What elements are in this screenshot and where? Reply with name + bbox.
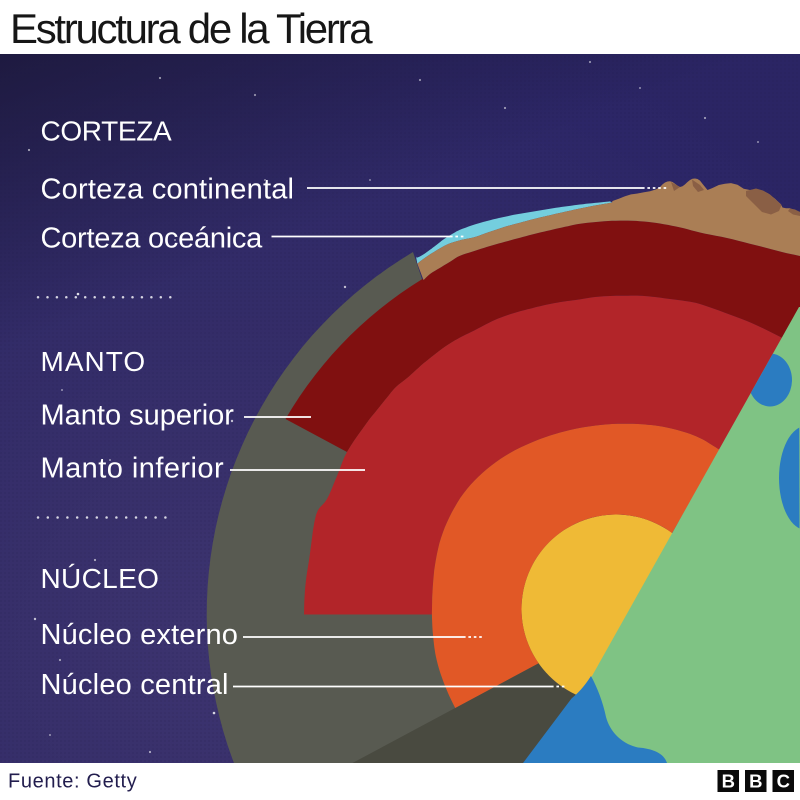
svg-text:NÚCLEO: NÚCLEO [41,563,160,594]
svg-text:C: C [777,771,790,792]
svg-text:Núcleo central: Núcleo central [41,669,229,701]
svg-text:CORTEZA: CORTEZA [41,116,172,147]
svg-text:Fuente: Getty: Fuente: Getty [8,771,137,793]
svg-text:MANTO: MANTO [41,346,147,377]
svg-text:Manto superior: Manto superior [41,400,235,432]
svg-text:Núcleo externo: Núcleo externo [41,619,239,651]
svg-text:Estructura de la Tierra: Estructura de la Tierra [10,5,373,52]
svg-text:B: B [722,771,735,792]
svg-text:Manto inferior: Manto inferior [41,453,225,485]
svg-text:Corteza continental: Corteza continental [41,174,295,206]
svg-text:B: B [749,771,762,792]
svg-text:Corteza oceánica: Corteza oceánica [41,223,264,255]
